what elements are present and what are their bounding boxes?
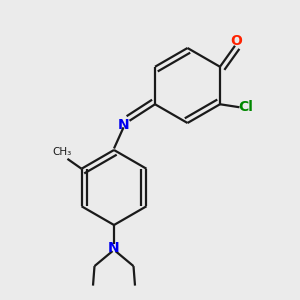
Text: O: O	[230, 34, 242, 48]
Text: N: N	[118, 118, 129, 132]
Text: N: N	[108, 241, 120, 254]
Text: CH₃: CH₃	[52, 147, 72, 157]
Text: Cl: Cl	[238, 100, 253, 114]
